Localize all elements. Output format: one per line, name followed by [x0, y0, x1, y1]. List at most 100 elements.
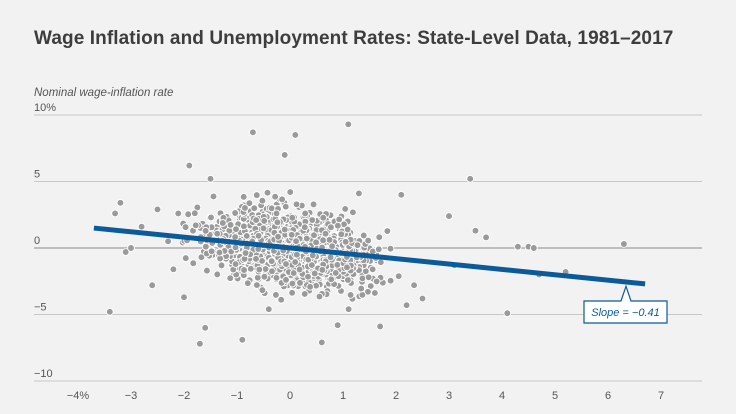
- cloud-point: [258, 196, 267, 205]
- cloud-point: [201, 227, 210, 235]
- data-point: [196, 339, 204, 348]
- cloud-point: [231, 209, 239, 217]
- cloud-point: [274, 232, 282, 241]
- cloud-point: [374, 245, 383, 254]
- cloud-point: [371, 289, 379, 297]
- cloud-point: [246, 264, 255, 273]
- cloud-point: [255, 265, 264, 274]
- data-point: [355, 189, 363, 198]
- cloud-point: [333, 261, 342, 269]
- cloud-point: [343, 263, 351, 272]
- data-point: [121, 248, 130, 256]
- data-point: [418, 294, 427, 303]
- data-point: [249, 128, 257, 137]
- x-tick-label: 6: [605, 390, 611, 402]
- cloud-point: [263, 188, 272, 197]
- cloud-point: [310, 231, 318, 240]
- cloud-point: [252, 255, 260, 263]
- cloud-point: [282, 260, 290, 268]
- cloud-point: [302, 234, 311, 243]
- data-point: [116, 198, 125, 207]
- y-tick-label: −5: [34, 302, 47, 314]
- data-point: [529, 244, 538, 252]
- cloud-point: [300, 290, 309, 298]
- chart-title: Wage Inflation and Unemployment Rates: S…: [34, 28, 674, 49]
- cloud-point: [252, 191, 261, 199]
- cloud-point: [252, 216, 260, 224]
- cloud-point: [197, 253, 206, 262]
- cloud-point: [226, 274, 235, 283]
- data-point: [127, 244, 135, 252]
- cloud-point: [242, 232, 251, 240]
- data-point: [503, 309, 512, 318]
- cloud-point: [383, 227, 392, 235]
- cloud-point: [174, 209, 183, 218]
- cloud-point: [386, 244, 395, 253]
- cloud-point: [328, 242, 336, 251]
- cloud-point: [410, 281, 418, 290]
- cloud-point: [335, 215, 344, 224]
- cloud-point: [327, 223, 335, 232]
- cloud-point: [331, 269, 340, 277]
- cloud-point: [375, 233, 384, 242]
- cloud-point: [357, 284, 366, 293]
- data-point: [317, 338, 326, 347]
- x-tick-label: 4: [499, 390, 505, 402]
- cloud-point: [203, 266, 211, 275]
- cloud-point: [321, 229, 330, 238]
- data-point: [105, 307, 114, 316]
- data-point: [376, 322, 384, 331]
- cloud-point: [240, 222, 248, 231]
- data-point: [137, 222, 146, 231]
- cloud-point: [359, 231, 368, 240]
- data-point: [344, 120, 353, 129]
- cloud-point: [245, 199, 254, 208]
- cloud-point: [241, 204, 249, 212]
- cloud-point: [292, 250, 301, 259]
- cloud-point: [272, 209, 281, 218]
- cloud-point: [231, 260, 240, 268]
- cloud-point: [289, 269, 298, 277]
- x-tick-label: −2: [178, 390, 191, 402]
- cloud-point: [273, 218, 282, 227]
- cloud-point: [268, 267, 276, 276]
- cloud-point: [213, 270, 222, 279]
- cloud-point: [261, 265, 270, 273]
- cloud-point: [296, 279, 304, 287]
- y-axis-label: Nominal wage-inflation rate: [34, 87, 173, 99]
- cloud-point: [292, 200, 301, 209]
- cloud-point: [260, 217, 269, 225]
- x-tick-label: −3: [125, 390, 138, 402]
- cloud-point: [346, 291, 355, 299]
- y-tick-label: −10: [34, 368, 53, 380]
- data-point: [333, 321, 342, 329]
- cloud-point: [319, 213, 328, 222]
- x-tick-label: 7: [658, 390, 664, 402]
- data-point: [291, 131, 300, 139]
- cloud-point: [281, 202, 290, 211]
- cloud-point: [207, 213, 215, 222]
- cloud-point: [358, 274, 367, 283]
- cloud-point: [364, 273, 373, 282]
- cloud-point: [312, 238, 320, 247]
- cloud-point: [213, 229, 222, 238]
- data-point: [185, 161, 194, 170]
- cloud-point: [215, 248, 224, 257]
- cloud-point: [301, 209, 310, 218]
- cloud-point: [241, 249, 250, 257]
- data-point: [264, 305, 273, 314]
- cloud-point: [181, 223, 190, 231]
- cloud-point: [327, 275, 336, 284]
- cloud-point: [295, 265, 304, 274]
- cloud-point: [353, 241, 362, 249]
- cloud-point: [308, 216, 317, 224]
- y-tick-label: 10%: [34, 102, 56, 114]
- cloud-point: [318, 266, 327, 274]
- x-tick-labels: −4% −3 −2 −1 0 1 2 3 4 5 6 7: [67, 390, 664, 402]
- cloud-point: [286, 188, 295, 196]
- cloud-point: [191, 221, 200, 230]
- y-tick-labels: 10% 5 0 −5 −10: [34, 102, 56, 380]
- slope-callout: Slope = −0.41: [583, 284, 668, 324]
- cloud-point: [209, 192, 218, 201]
- cloud-point: [344, 305, 353, 314]
